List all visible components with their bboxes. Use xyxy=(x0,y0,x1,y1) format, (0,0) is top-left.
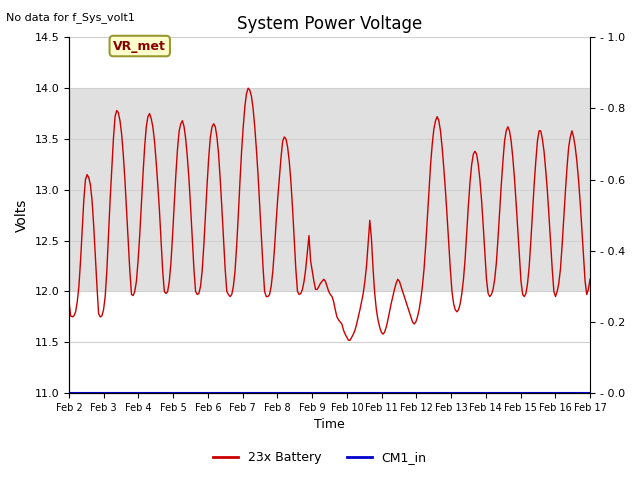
X-axis label: Time: Time xyxy=(314,419,345,432)
Text: VR_met: VR_met xyxy=(113,39,166,52)
Text: No data for f_Sys_volt1: No data for f_Sys_volt1 xyxy=(6,12,135,23)
Legend: 23x Battery, CM1_in: 23x Battery, CM1_in xyxy=(208,446,432,469)
Bar xyxy=(69,88,590,291)
Title: System Power Voltage: System Power Voltage xyxy=(237,15,422,33)
Y-axis label: Volts: Volts xyxy=(15,199,29,232)
